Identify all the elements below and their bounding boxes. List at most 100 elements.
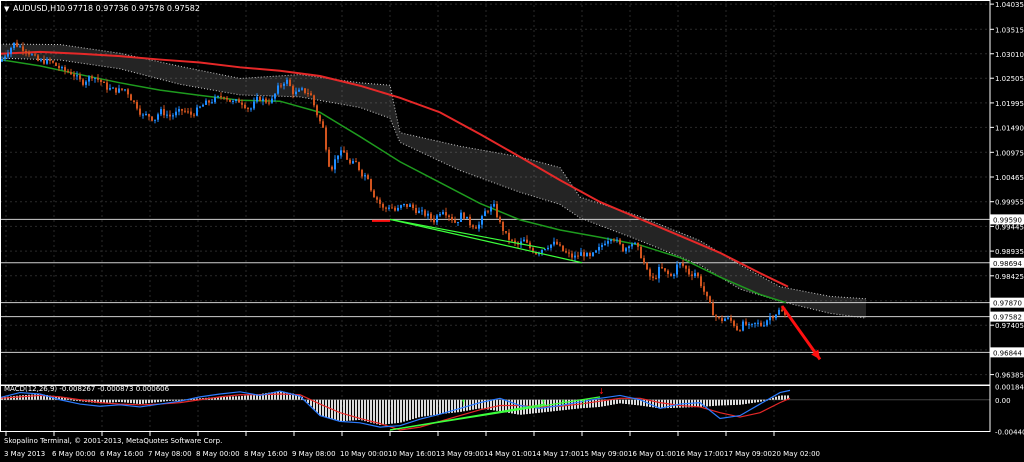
candle-body (559, 244, 561, 246)
candle-body (769, 316, 771, 321)
macd-histogram-bar (379, 399, 381, 425)
time-axis-label: 14 May 01:00 (484, 450, 532, 458)
time-axis-label: 6 May 16:00 (100, 450, 144, 458)
candle-body (229, 99, 231, 102)
macd-trendline[interactable] (389, 403, 546, 431)
symbol-triangle-icon: ▼ (4, 5, 10, 13)
candle-body (718, 316, 720, 319)
macd-histogram-bar (346, 399, 348, 421)
macd-histogram-bar (337, 399, 339, 421)
candle-body (232, 101, 234, 103)
candle-body (514, 240, 516, 243)
macd-histogram-bar (373, 399, 375, 424)
macd-histogram-bar (397, 399, 399, 424)
candle-body (736, 326, 738, 331)
candle-body (646, 262, 648, 270)
forecast-arrow-shaft[interactable] (780, 305, 822, 361)
candle-body (643, 258, 645, 263)
price-axis-label: 1.02505 (995, 75, 1024, 83)
macd-histogram-bar (358, 399, 360, 420)
macd-histogram-bar (550, 399, 552, 412)
candle-body (571, 253, 573, 258)
price-axis: 1.04035 1.03515 1.03010 1.02505 1.01995 1.014… (990, 1, 1024, 436)
macd-histogram-bar (706, 399, 708, 407)
macd-histogram-bar (319, 399, 321, 416)
price-axis-label: 0.98935 (995, 248, 1024, 256)
price-axis-label: 1.03515 (995, 26, 1024, 34)
candle-body (259, 96, 261, 102)
candle-body (649, 269, 651, 277)
macd-histogram-bar (223, 396, 225, 400)
macd-histogram-bar (547, 399, 549, 412)
macd-histogram-bar (352, 399, 354, 421)
candle-body (676, 264, 678, 275)
macd-histogram-bar (37, 394, 39, 400)
trendlines[interactable] (372, 218, 583, 264)
price-trendline[interactable] (389, 218, 546, 250)
candle-body (685, 265, 687, 269)
macd-histogram-bar (292, 393, 294, 400)
candle-body (511, 239, 513, 241)
macd-histogram-bar (520, 399, 522, 415)
macd-histogram-bar (511, 399, 513, 414)
candle-body (250, 108, 252, 110)
macd-histogram-bar (73, 399, 75, 401)
candle-body (271, 98, 273, 103)
macd-histogram-bar (130, 399, 132, 404)
time-axis-label: 10 May 16:00 (388, 450, 436, 458)
macd-histogram-bar (364, 399, 366, 422)
price-level-tag-text: 0.96844 (993, 349, 1022, 357)
candle-body (148, 113, 150, 117)
time-axis-label: 14 May 17:00 (532, 450, 580, 458)
horizontal-price-lines[interactable] (0, 218, 990, 353)
macd-histogram-bar (754, 399, 756, 403)
candle-body (154, 119, 156, 121)
candle-body (400, 205, 402, 208)
price-axis-label: 1.03010 (995, 51, 1024, 59)
candle-body (619, 239, 621, 244)
candle-body (7, 53, 9, 57)
candle-body (136, 101, 138, 109)
macd-histogram-bar (286, 392, 288, 400)
candle-body (622, 243, 624, 252)
macd-histogram-bar (169, 399, 171, 401)
price-level-tag (990, 347, 1024, 358)
candle-body (97, 77, 99, 80)
forecast-arrow[interactable] (780, 305, 822, 361)
candle-body (193, 114, 195, 116)
macd-histogram-bar (586, 399, 588, 408)
macd-main-line (0, 389, 791, 428)
time-axis-label: 13 May 09:00 (436, 450, 484, 458)
macd-histogram-bar (676, 399, 678, 408)
macd-histogram-bar (622, 399, 624, 404)
macd-histogram-bar (619, 399, 621, 404)
candle-body (262, 98, 264, 102)
macd-histogram-bar (439, 399, 441, 415)
macd-histogram-bar (460, 399, 462, 412)
candle-body (556, 241, 558, 245)
price-axis-label: 1.00465 (995, 174, 1024, 182)
candle-body (592, 252, 594, 256)
price-level-tag (990, 257, 1024, 268)
macd-histogram-bar (28, 394, 30, 400)
macd-histogram-bar (235, 396, 237, 400)
candle-body (505, 231, 507, 233)
candle-body (256, 96, 258, 102)
macd-histogram-bar (484, 399, 486, 410)
macd-histogram-bar (145, 399, 147, 404)
chart-header-symbol: AUDUSD,H1 (13, 4, 61, 13)
candle-body (457, 221, 459, 223)
candle-body (469, 216, 471, 226)
forecast-arrow-head[interactable] (811, 349, 820, 360)
candle-body (133, 100, 135, 102)
candle-body (337, 155, 339, 160)
candle-body (328, 149, 330, 167)
time-axis-label: 16 May 17:00 (676, 450, 724, 458)
macd-histogram-bar (370, 399, 372, 423)
candle-body (43, 59, 45, 64)
candle-body (160, 109, 162, 115)
candle-body (547, 247, 549, 250)
price-trendline[interactable] (389, 218, 583, 264)
candle-body (757, 322, 759, 324)
